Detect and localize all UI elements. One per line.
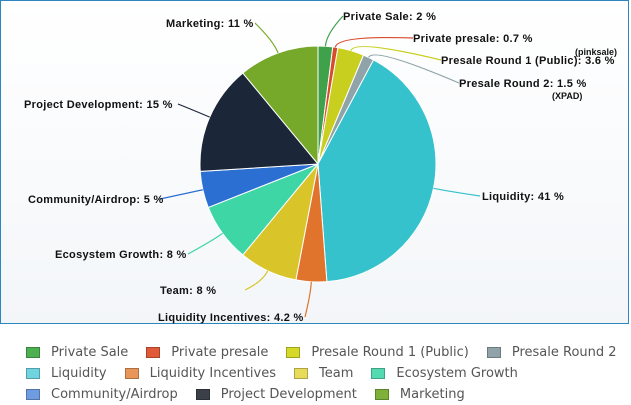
data-sublabel: (pinksale) — [575, 47, 617, 57]
data-label: Presale Round 1 (Public): 3.6 % — [441, 55, 615, 67]
connector-line — [177, 103, 210, 118]
data-label: Private presale: 0.7 % — [413, 33, 533, 45]
connector-line — [324, 15, 344, 47]
legend-label: Liquidity Incentives — [149, 366, 277, 381]
legend-swatch — [195, 389, 210, 400]
legend-row: Liquidity Liquidity Incentives Team Ecosyst… — [26, 363, 626, 384]
data-label: Liquidity: 41 % — [482, 191, 564, 203]
pie-chart: Private Sale: 2 % Private presale: 0.7 % P… — [24, 11, 617, 324]
legend-label: Presale Round 1 (Public) — [311, 345, 469, 360]
data-label: Marketing: 11 % — [166, 18, 254, 30]
legend-item-project-development[interactable]: Project Development — [195, 387, 357, 402]
connector-line — [254, 22, 279, 54]
data-label: Team: 8 % — [160, 285, 216, 297]
legend-item-team[interactable]: Team — [294, 366, 353, 381]
legend-swatch — [26, 368, 40, 379]
legend-swatch — [374, 389, 389, 400]
legend-swatch — [124, 368, 139, 379]
legend-swatch — [26, 347, 40, 358]
legend-item-liquidity[interactable]: Liquidity — [26, 366, 107, 381]
data-label: Presale Round 2: 1.5 % — [459, 78, 587, 90]
legend-label: Liquidity — [51, 366, 107, 381]
legend-label: Presale Round 2 — [511, 345, 617, 360]
data-label: Community/Airdrop: 5 % — [28, 194, 164, 206]
legend-swatch — [26, 389, 40, 400]
data-sublabel: (XPAD) — [552, 91, 582, 101]
legend-label: Marketing — [399, 387, 465, 402]
legend-label: Community/Airdrop — [51, 387, 178, 402]
legend-row: Private Sale Private presale Presale Round… — [26, 342, 626, 363]
legend-item-ecosystem-growth[interactable]: Ecosystem Growth — [371, 366, 518, 381]
data-label: Ecosystem Growth: 8 % — [55, 249, 187, 261]
legend-item-private-sale[interactable]: Private Sale — [26, 345, 128, 360]
legend-swatch — [146, 347, 161, 358]
legend-swatch — [294, 368, 309, 379]
legend-label: Private Sale — [51, 345, 129, 360]
legend-swatch — [486, 347, 501, 358]
connector-line — [187, 232, 223, 255]
legend-item-presale-round-1-public-[interactable]: Presale Round 1 (Public) — [286, 345, 469, 360]
pie-slice-project-development[interactable] — [199, 72, 320, 172]
connector-line — [304, 281, 312, 318]
legend-swatch — [371, 368, 386, 379]
connector-line — [368, 54, 460, 84]
legend: Private Sale Private presale Presale Round… — [26, 342, 626, 405]
data-label: Project Development: 15 % — [24, 99, 173, 111]
legend-item-private-presale[interactable]: Private presale — [146, 345, 268, 360]
connector-line — [334, 36, 414, 48]
data-label: Liquidity Incentives: 4.2 % — [158, 312, 304, 324]
legend-item-community-airdrop[interactable]: Community/Airdrop — [26, 387, 178, 402]
legend-label: Private presale — [171, 345, 269, 360]
connector-line — [244, 270, 269, 291]
connector-line — [159, 189, 203, 200]
legend-item-marketing[interactable]: Marketing — [374, 387, 465, 402]
data-label: Private Sale: 2 % — [343, 11, 436, 23]
legend-row: Community/Airdrop Project Development Mark… — [26, 384, 626, 405]
connector-line — [350, 46, 442, 61]
legend-label: Ecosystem Growth — [396, 366, 518, 381]
legend-label: Team — [319, 366, 354, 381]
legend-swatch — [286, 347, 301, 358]
connector-line — [433, 187, 481, 197]
legend-item-liquidity-incentives[interactable]: Liquidity Incentives — [124, 366, 277, 381]
legend-item-presale-round-2[interactable]: Presale Round 2 — [486, 345, 617, 360]
legend-label: Project Development — [220, 387, 357, 402]
